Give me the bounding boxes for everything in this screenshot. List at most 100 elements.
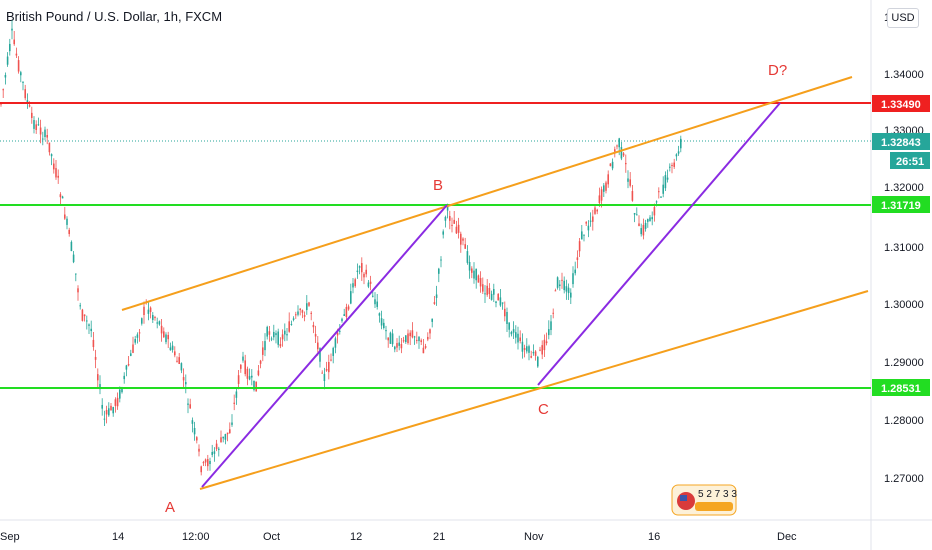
candle-body (136, 334, 139, 338)
candle-body (9, 43, 11, 52)
candle-body (570, 292, 572, 298)
candle-body (592, 216, 594, 222)
candle-body (642, 224, 645, 236)
candle-body (103, 418, 106, 420)
candle-body (130, 353, 132, 356)
candle-body (376, 301, 378, 307)
candle-body (479, 278, 482, 287)
channel-upper-line[interactable] (121, 76, 853, 311)
candle-body (460, 233, 462, 245)
candle-body (457, 224, 460, 233)
candle-body (677, 151, 680, 154)
candle-body (594, 207, 596, 214)
candle-body (312, 324, 315, 328)
candle-body (424, 346, 427, 348)
candle-body (468, 261, 471, 271)
candle-body (101, 404, 103, 409)
candle-body (196, 437, 198, 441)
time-tick: 14 (112, 531, 124, 543)
candle-body (339, 330, 341, 332)
time-tick: Nov (524, 531, 544, 543)
candle-body (629, 179, 631, 186)
candle-body (475, 268, 477, 281)
candle-body (273, 331, 275, 338)
candle-body (671, 164, 673, 166)
currency-button[interactable]: USD (887, 8, 919, 28)
candle-body (264, 341, 266, 351)
candle-body (422, 347, 425, 354)
time-tick: Dec (777, 531, 797, 543)
candle-body (389, 332, 392, 344)
candle-body (6, 56, 9, 65)
badge-code: 5 2 7 3 3 (698, 489, 737, 500)
candle-body (53, 163, 55, 170)
svg-text:1.31719: 1.31719 (881, 200, 921, 212)
candle-body (48, 142, 51, 153)
candle-body (174, 351, 176, 356)
wave-label-c: C (538, 401, 549, 418)
candle-body (226, 432, 229, 435)
candle-body (39, 127, 42, 135)
candle-body (400, 344, 403, 349)
channel-lower-line[interactable] (199, 290, 869, 490)
candle-body (644, 222, 647, 229)
candle-body (433, 302, 436, 304)
candle-body (512, 329, 515, 333)
candle-body (165, 334, 167, 343)
candle-body (556, 277, 559, 288)
candle-body (279, 344, 282, 347)
candle-body (396, 343, 398, 348)
candle-body (666, 177, 669, 180)
candle-body (638, 223, 640, 227)
svg-text:26:51: 26:51 (896, 156, 924, 168)
candle-body (585, 222, 587, 224)
candle-body (332, 347, 334, 356)
candle-body (473, 270, 475, 279)
wave-label-d: D? (768, 62, 787, 79)
candle-body (528, 346, 530, 353)
candle-body (44, 129, 46, 138)
price-tick: 1.28000 (884, 415, 924, 427)
candle-body (409, 332, 411, 337)
candle-body (603, 185, 605, 192)
candle-body (352, 283, 354, 288)
candle-body (288, 321, 290, 332)
candle-body (486, 285, 488, 295)
candle-body (163, 331, 165, 338)
candle-body (22, 81, 24, 83)
candle-body (508, 322, 510, 330)
candle-body (83, 314, 86, 317)
candle-body (152, 315, 154, 320)
price-tick: 1.30000 (884, 299, 924, 311)
author-badge: 5 2 7 3 3 (671, 484, 737, 516)
candle-body (530, 356, 532, 358)
candle-body (37, 124, 40, 126)
svg-text:1.28531: 1.28531 (881, 383, 921, 395)
wave-cd-line[interactable] (537, 102, 781, 386)
candle-body (354, 279, 356, 287)
wave-ab-line[interactable] (201, 204, 448, 488)
candle-body (427, 336, 429, 340)
candle-body (501, 302, 504, 304)
candle-body (308, 302, 310, 306)
candle-body (290, 323, 293, 325)
candle-body (105, 410, 108, 415)
candle-body (110, 405, 112, 411)
candle-body (317, 342, 319, 350)
candle-body (66, 218, 68, 225)
candle-body (369, 281, 372, 284)
candle-body (61, 196, 64, 199)
candle-body (64, 214, 66, 219)
candle-body (310, 312, 312, 314)
candle-body (255, 381, 257, 392)
candle-body (211, 451, 213, 455)
candle-body (295, 314, 297, 316)
candle-body (660, 196, 662, 198)
resistance-price-tag: 1.33490 (872, 95, 930, 112)
candle-body (314, 334, 317, 337)
candle-body (330, 359, 332, 361)
candle-body (431, 318, 433, 322)
candle-body (35, 124, 37, 130)
